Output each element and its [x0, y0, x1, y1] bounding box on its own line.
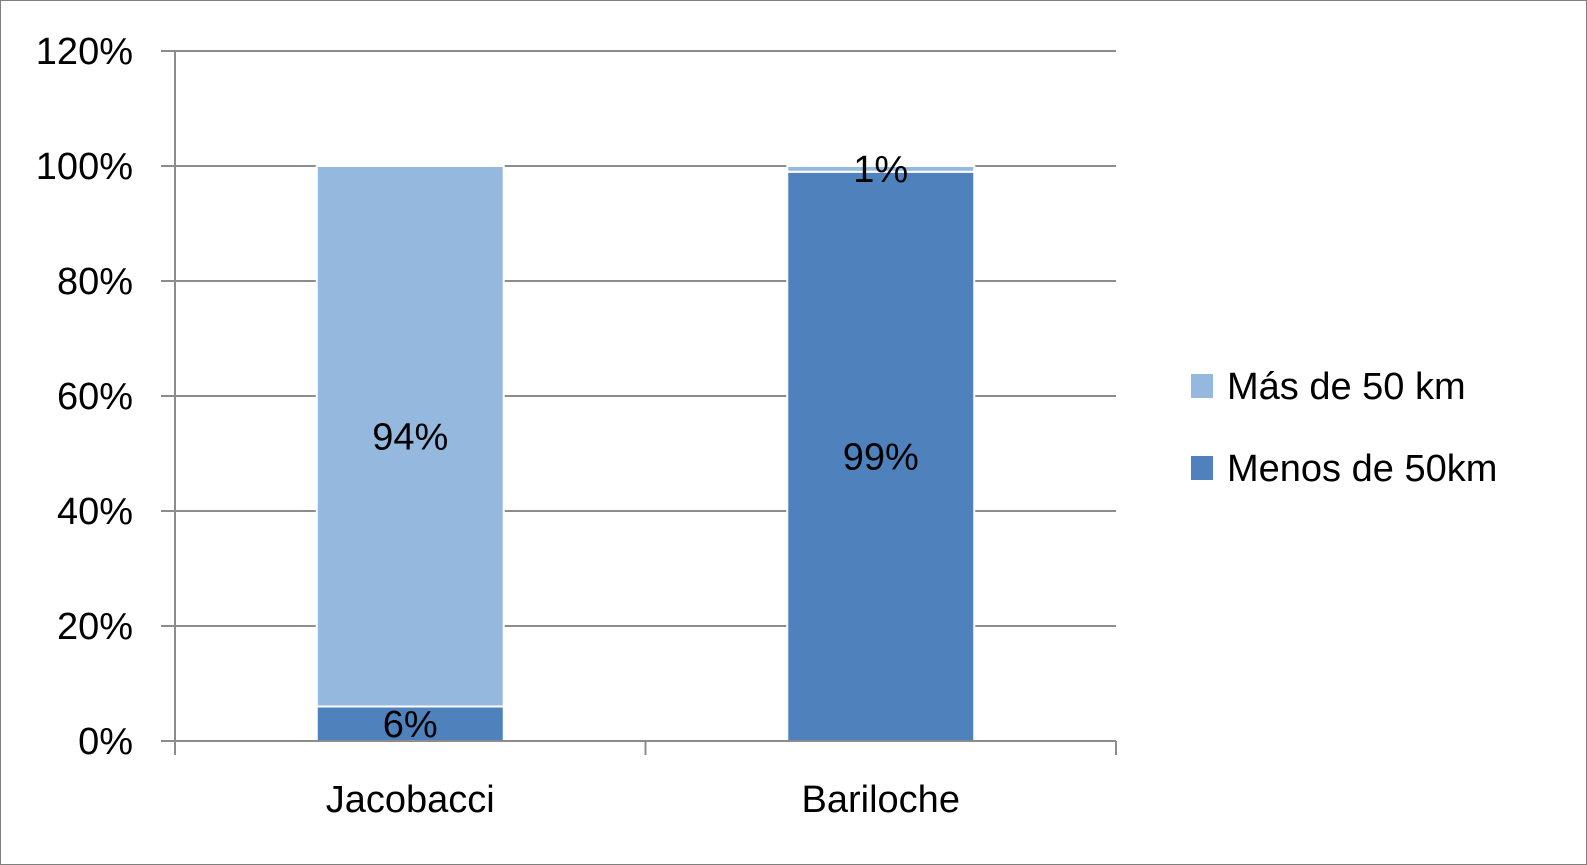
legend-label: Más de 50 km — [1227, 366, 1466, 408]
bar-segment — [786, 165, 976, 173]
legend-swatch — [1191, 374, 1213, 398]
legend: Más de 50 km Menos de 50km — [1191, 366, 1497, 490]
y-axis-tick-labels: 0% 20% 40% 60% 80% 100% 120% — [36, 31, 133, 763]
data-labels: 6% 94% 99% 1% — [372, 149, 919, 746]
y-tick-label: 40% — [57, 491, 133, 533]
x-category-label: Bariloche — [802, 779, 960, 821]
legend-swatch — [1191, 456, 1213, 480]
bar-segment — [315, 705, 505, 742]
x-axis-category-labels: Jacobacci Bariloche — [326, 779, 960, 821]
data-label: 94% — [372, 416, 448, 458]
axes — [161, 50, 1117, 755]
bars — [315, 165, 976, 742]
y-tick-label: 60% — [57, 376, 133, 418]
y-tick-label: 0% — [78, 721, 133, 763]
y-tick-label: 100% — [36, 146, 133, 188]
y-tick-label: 120% — [36, 31, 133, 73]
y-tick-label: 20% — [57, 606, 133, 648]
data-label: 1% — [853, 149, 908, 191]
legend-label: Menos de 50km — [1227, 448, 1497, 490]
data-label: 99% — [843, 436, 919, 478]
x-category-label: Jacobacci — [326, 779, 495, 821]
y-tick-label: 80% — [57, 261, 133, 303]
data-label: 6% — [383, 704, 438, 746]
bar-segment — [315, 165, 505, 708]
